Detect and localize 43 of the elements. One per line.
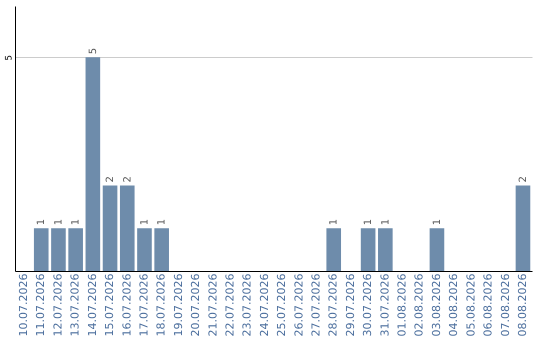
x-tick-label: 16.07.2026: [120, 274, 134, 336]
data-label: 1: [53, 218, 64, 226]
x-tick-label: 26.07.2026: [292, 274, 306, 336]
x-tick-label: 22.07.2026: [223, 274, 236, 336]
x-tick-label: 27.07.2026: [310, 274, 323, 336]
x-tick-label: 01.08.2026: [396, 274, 409, 336]
x-tick-label: 30.07.2026: [361, 274, 374, 336]
x-tick-label: 13.07.2026: [68, 274, 82, 336]
data-label: 1: [70, 218, 82, 226]
x-tick-label: 18.07.2026: [154, 274, 168, 336]
data-label: 2: [122, 176, 134, 183]
x-tick-label: 19.07.2026: [172, 274, 185, 336]
x-tick-label: 21.07.2026: [206, 274, 220, 336]
data-label: 1: [36, 218, 48, 226]
x-tick-label: 11.07.2026: [34, 274, 48, 336]
data-label: 1: [363, 218, 374, 226]
data-label: 1: [380, 218, 392, 226]
data-label: 1: [328, 218, 340, 226]
data-label: 5: [88, 48, 99, 54]
x-tick-label: 08.08.2026: [516, 274, 529, 336]
data-label: 1: [139, 218, 150, 226]
data-label: 2: [105, 176, 116, 183]
x-tick-label: 06.08.2026: [482, 274, 495, 336]
x-tick-label: 15.07.2026: [103, 274, 116, 336]
x-tick-label: 03.08.2026: [430, 274, 443, 336]
x-tick-label: 07.08.2026: [498, 274, 512, 336]
x-tick-label: 17.07.2026: [137, 274, 150, 336]
x-tick-label: 28.07.2026: [326, 274, 340, 336]
x-tick-label: 04.08.2026: [447, 274, 460, 336]
x-tick-label: 31.07.2026: [378, 274, 392, 336]
data-label: 2: [518, 176, 529, 183]
data-label: 1: [156, 218, 168, 226]
x-tick-label: 25.07.2026: [275, 274, 288, 336]
x-tick-label: 14.07.2026: [86, 274, 99, 336]
x-tick-label: 10.07.2026: [17, 274, 30, 336]
x-tick-label: 20.07.2026: [189, 274, 202, 336]
x-tick-label: 05.08.2026: [464, 274, 478, 336]
x-tick-label: 24.07.2026: [258, 274, 271, 336]
x-tick-label: 23.07.2026: [240, 274, 254, 336]
x-tick-label: 12.07.2026: [51, 274, 64, 336]
data-label: 1: [432, 218, 443, 226]
x-tick-label: 02.08.2026: [412, 274, 426, 336]
x-tick-label: 29.07.2026: [344, 274, 357, 336]
